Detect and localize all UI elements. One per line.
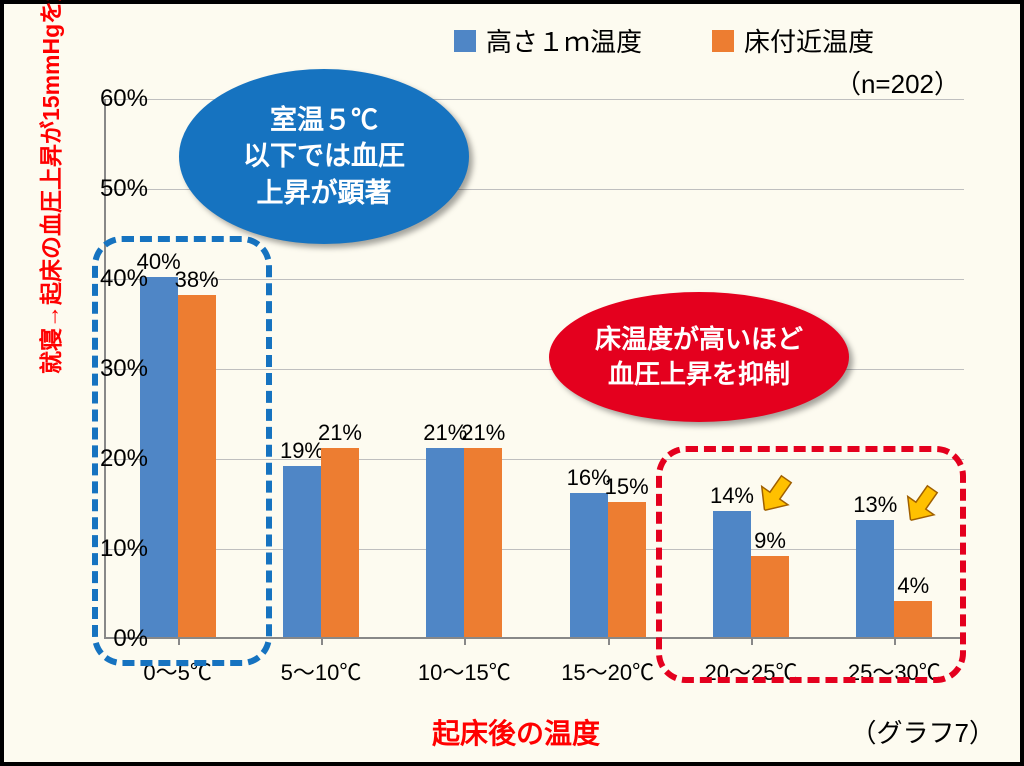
x-tick-label: 20～25℃ <box>679 655 822 687</box>
bar-series2: 38% <box>178 295 216 637</box>
y-tick-label: 30% <box>68 355 148 383</box>
x-tick-mark <box>751 637 753 645</box>
callout-warm-line1: 床温度が高いほど <box>595 322 803 357</box>
graph-number: （グラフ7） <box>851 713 995 750</box>
bar-series2: 15% <box>608 502 646 637</box>
bar-series1: 21% <box>426 448 464 637</box>
bar-value-label: 13% <box>853 492 899 518</box>
x-tick-mark <box>894 637 896 645</box>
bar-pair: 13%4% <box>856 99 932 637</box>
legend-label-1: 高さ１ｍ温度 <box>486 22 642 59</box>
x-tick-label: 5～10℃ <box>249 655 392 687</box>
callout-warm-line2: 血圧上昇を抑制 <box>608 357 790 392</box>
y-tick-label: 60% <box>68 85 148 113</box>
x-tick-mark <box>321 637 323 645</box>
legend-swatch-1 <box>454 30 476 52</box>
x-tick-mark <box>608 637 610 645</box>
bar-series1: 19% <box>283 466 321 637</box>
x-tick-mark <box>464 637 466 645</box>
legend-swatch-2 <box>712 30 734 52</box>
bar-value-label: 15% <box>604 474 650 500</box>
bar-series2: 9% <box>751 556 789 637</box>
y-tick-label: 0% <box>68 625 148 653</box>
x-tick-label: 10～15℃ <box>393 655 536 687</box>
y-tick-label: 20% <box>68 445 148 473</box>
legend-item-2: 床付近温度 <box>712 22 874 59</box>
y-tick-label: 50% <box>68 175 148 203</box>
bar-value-label: 21% <box>461 420 507 446</box>
x-tick-label: 15～20℃ <box>536 655 679 687</box>
legend-label-2: 床付近温度 <box>744 22 874 59</box>
y-axis-title: 就寝→起床の血圧上昇が15mmHgを越える割合 <box>32 0 66 374</box>
bar-value-label: 21% <box>317 420 363 446</box>
legend: 高さ１ｍ温度 床付近温度 <box>454 22 874 59</box>
callout-cold-line3: 上昇が顕著 <box>257 175 392 211</box>
bar-value-label: 4% <box>891 573 937 599</box>
bar-value-label: 38% <box>174 267 220 293</box>
callout-cold-line2: 以下では血圧 <box>243 138 405 174</box>
callout-cold-line1: 室温５℃ <box>270 102 378 138</box>
x-tick-mark <box>178 637 180 645</box>
y-tick-label: 10% <box>68 535 148 563</box>
y-tick-label: 40% <box>68 265 148 293</box>
bar-series2: 21% <box>321 448 359 637</box>
legend-item-1: 高さ１ｍ温度 <box>454 22 642 59</box>
callout-cold: 室温５℃ 以下では血圧 上昇が顕著 <box>179 69 469 244</box>
callout-warm: 床温度が高いほど 血圧上昇を抑制 <box>549 292 849 422</box>
bar-series1: 14% <box>713 511 751 637</box>
x-tick-label: 0～5℃ <box>106 655 249 687</box>
bar-series2: 21% <box>464 448 502 637</box>
bar-value-label: 9% <box>747 528 793 554</box>
x-tick-label: 25～30℃ <box>823 655 966 687</box>
bar-series1: 16% <box>570 493 608 637</box>
bar-series2: 4% <box>894 601 932 637</box>
bar-value-label: 14% <box>709 483 755 509</box>
sample-size: （n=202） <box>835 64 960 101</box>
bar-series1: 13% <box>856 520 894 637</box>
